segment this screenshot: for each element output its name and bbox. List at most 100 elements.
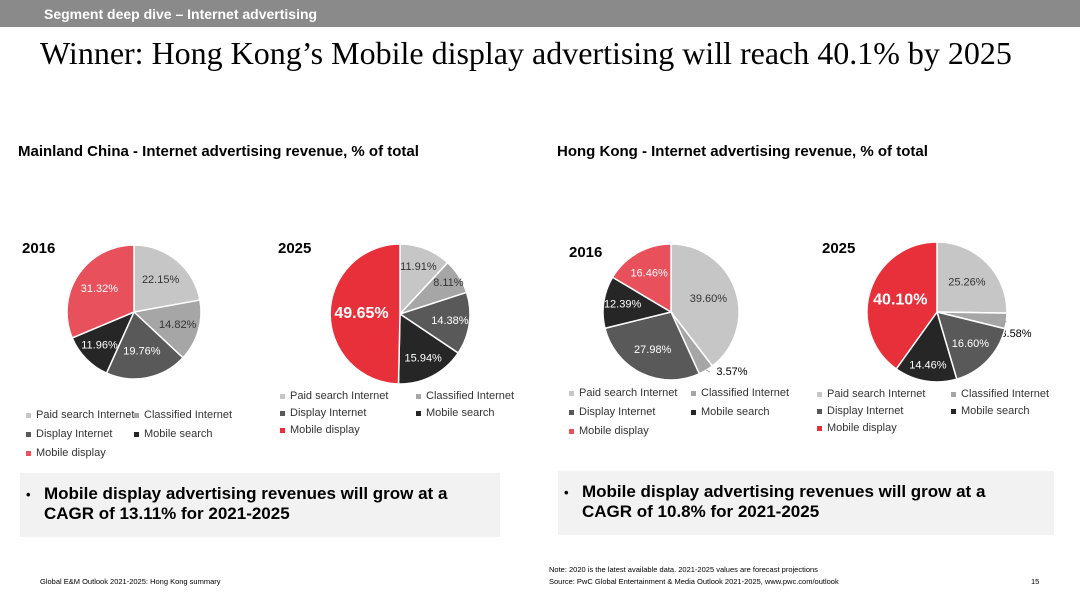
hongkong-2025-legend: Paid search Internet Classified Internet D… (817, 388, 1067, 448)
legend-marker (26, 450, 31, 456)
pie-slice-value-label: 12.39% (604, 299, 642, 311)
legend-label: Classified Internet (701, 387, 790, 399)
pie-slice-display-internet (105, 310, 185, 380)
legend-label: Display Internet (827, 405, 904, 417)
legend-item-mobile-search: Mobile search (691, 406, 769, 418)
pie-slice-value-label: 22.15% (142, 274, 180, 286)
legend-label: Paid search Internet (579, 387, 678, 399)
hongkong-section-title: Hong Kong - Internet advertising revenue… (557, 143, 928, 160)
legend-item-display-internet: Display Internet (569, 406, 655, 418)
page-title: Winner: Hong Kong’s Mobile display adver… (40, 35, 1012, 71)
legend-marker (569, 409, 574, 415)
pie-slice-value-label: 49.65% (334, 305, 388, 322)
pie-slice-value-label: 3.57% (716, 366, 747, 378)
legend-marker (569, 390, 574, 396)
legend-label: Mobile display (579, 425, 649, 437)
legend-marker (134, 431, 139, 437)
pie-slice-value-label: 8.11% (433, 277, 464, 289)
legend-marker (569, 428, 574, 434)
legend-label: Display Internet (290, 407, 367, 419)
pie-slice-value-label: 11.91% (400, 261, 437, 273)
pie-slice-value-label: 16.60% (952, 338, 990, 350)
pie-slice-mobile-search (895, 310, 958, 383)
mainland-callout: • Mobile display advertising revenues wi… (20, 473, 500, 537)
pie-slice-display-internet (604, 311, 701, 381)
page-number: 15 (1031, 577, 1040, 586)
legend-item-display-internet: Display Internet (280, 407, 366, 419)
legend-marker (817, 391, 822, 397)
pie-slice-mobile-display (329, 243, 401, 385)
mainland-callout-text: Mobile display advertising revenues will… (44, 484, 448, 523)
pie-slice-value-label: 3.58% (1000, 328, 1031, 340)
hongkong-2016-pie-chart: 2016 39.60% 3.57% 27.98% 12.39% 16.46% (569, 243, 748, 381)
legend-label: Display Internet (36, 428, 113, 440)
pie-slice-value-label: 14.82% (159, 319, 197, 331)
legend-marker (26, 431, 31, 437)
legend-item-mobile-search: Mobile search (134, 428, 212, 440)
bullet: • (26, 487, 31, 502)
legend-item-display-internet: Display Internet (26, 428, 112, 440)
legend-marker (416, 410, 421, 416)
hongkong-2016-legend: Paid search Internet Classified Internet D… (569, 387, 809, 447)
legend-marker (280, 427, 285, 433)
pie-slice-paid-search-internet (936, 241, 1008, 314)
legend-marker (951, 391, 956, 397)
hongkong-2025-pie-chart: 2025 25.26% 3.58% 16.60% 14.46% 40.10% (822, 240, 1032, 383)
legend-label: Mobile search (961, 405, 1030, 417)
pie-slice-value-label: 14.46% (909, 360, 947, 372)
pie-slice-value-label: 40.10% (873, 291, 927, 308)
legend-item-mobile-search: Mobile search (416, 407, 494, 419)
legend-marker (951, 408, 956, 414)
top-banner: Segment deep dive – Internet advertising (0, 0, 1080, 27)
footer-source: Source: PwC Global Entertainment & Media… (549, 577, 839, 586)
bullet: • (564, 485, 569, 500)
legend-label: Paid search Internet (36, 409, 135, 421)
legend-marker (691, 409, 696, 415)
legend-item-classified-internet: Classified Internet (416, 390, 514, 402)
legend-item-classified-internet: Classified Internet (691, 387, 789, 399)
pie-year-label: 2016 (22, 240, 55, 257)
legend-label: Mobile search (701, 406, 770, 418)
legend-marker (416, 393, 421, 399)
mainland-2016-legend: Paid search Internet Classified Internet D… (26, 409, 266, 469)
legend-label: Mobile display (290, 424, 360, 436)
legend-label: Paid search Internet (290, 390, 389, 402)
legend-item-mobile-display: Mobile display (817, 422, 897, 434)
pie-slice-paid-search-internet (133, 244, 201, 313)
legend-label: Mobile search (426, 407, 495, 419)
legend-marker (280, 393, 285, 399)
mainland-2016-pie-chart: 2016 22.15% 14.82% 19.76% 11.96% 31.32% (22, 240, 202, 380)
legend-marker (817, 408, 822, 414)
legend-label: Classified Internet (144, 409, 233, 421)
legend-item-classified-internet: Classified Internet (134, 409, 232, 421)
hongkong-callout-text: Mobile display advertising revenues will… (582, 482, 986, 521)
pie-slice-mobile-display (611, 243, 672, 314)
legend-label: Paid search Internet (827, 388, 926, 400)
pie-slice-display-internet (935, 310, 1006, 381)
legend-marker (26, 412, 31, 418)
pie-slice-mobile-search (397, 312, 460, 385)
pie-slice-value-label: 15.94% (405, 353, 443, 365)
legend-item-paid-search-internet: Paid search Internet (26, 409, 134, 421)
mainland-2025-pie-chart: 2025 11.91% 8.11% 14.38% 15.94% 49.65% (278, 240, 471, 385)
hongkong-callout: • Mobile display advertising revenues wi… (558, 471, 1054, 535)
legend-item-mobile-display: Mobile display (280, 424, 360, 436)
legend-label: Classified Internet (426, 390, 515, 402)
pie-year-label: 2025 (822, 240, 855, 257)
legend-marker (817, 425, 822, 431)
pie-year-label: 2016 (569, 244, 602, 261)
legend-item-mobile-display: Mobile display (26, 447, 106, 459)
legend-label: Mobile display (36, 447, 106, 459)
legend-marker (134, 412, 139, 418)
pie-slice-mobile-display (866, 241, 938, 370)
legend-marker (280, 410, 285, 416)
pie-year-label: 2025 (278, 240, 311, 257)
pie-slice-paid-search-internet (670, 243, 740, 368)
legend-item-mobile-display: Mobile display (569, 425, 649, 437)
pie-slice-value-label: 16.46% (630, 268, 668, 280)
pie-slice-value-label: 31.32% (81, 283, 119, 295)
legend-label: Mobile display (827, 422, 897, 434)
legend-item-paid-search-internet: Paid search Internet (280, 390, 388, 402)
legend-label: Mobile search (144, 428, 213, 440)
leader-line (705, 369, 711, 373)
